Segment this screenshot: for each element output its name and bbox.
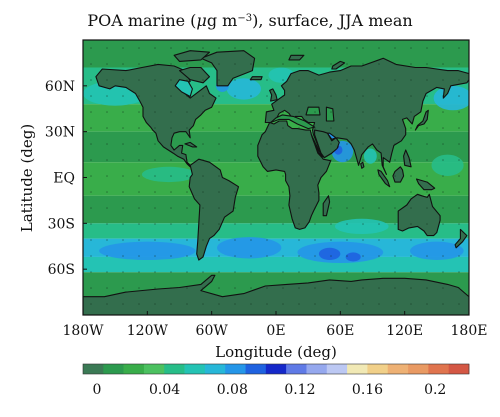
colorbar-swatch xyxy=(265,364,287,374)
colorbar-swatch xyxy=(286,364,307,374)
y-tick-label: 30S xyxy=(48,216,75,232)
x-tick-label: 120W xyxy=(127,323,169,339)
colorbar-swatch xyxy=(123,364,145,374)
colorbar-swatch xyxy=(103,364,124,374)
map-area xyxy=(83,40,469,315)
y-tick-label: EQ xyxy=(53,171,75,187)
colorbar-swatch xyxy=(326,364,348,374)
colorbar-swatch xyxy=(83,364,104,374)
x-tick-label: 120E xyxy=(386,323,423,339)
colorbar-swatch xyxy=(367,364,389,374)
colorbar-swatch xyxy=(225,364,246,374)
colorbar-tick-labels: 0 0.04 0.08 0.12 0.16 0.2 xyxy=(93,382,447,398)
x-tick-label: 60W xyxy=(196,323,229,339)
colorbar-tick-label: 0.2 xyxy=(424,382,446,398)
x-tick-label: 180W xyxy=(62,323,104,339)
colorbar-frame xyxy=(82,363,470,375)
colorbar-swatch xyxy=(306,364,328,374)
chart-title: POA marine (μg m−3), surface, JJA mean xyxy=(87,11,412,30)
colorbar-swatch xyxy=(164,364,185,374)
colorbar-tick-label: 0.04 xyxy=(149,382,180,398)
colorbar-swatch xyxy=(184,364,206,374)
y-axis-label: Latitude (deg) xyxy=(18,124,36,232)
x-axis-label: Longitude (deg) xyxy=(215,343,337,361)
colorbar-tick-label: 0.08 xyxy=(217,382,248,398)
x-tick-labels: 180W 120W 60W 0E 60E 120E 180E xyxy=(62,311,487,339)
colorbar-swatch xyxy=(387,364,409,374)
y-tick-label: 60S xyxy=(48,262,75,278)
colorbar-swatch xyxy=(245,364,267,374)
x-tick-label: 180E xyxy=(451,323,488,339)
x-tick-label: 0E xyxy=(266,323,285,339)
colorbar-swatch xyxy=(143,364,165,374)
x-tick-label: 60E xyxy=(326,323,354,339)
colorbar-swatch xyxy=(347,364,368,374)
colorbar-swatch xyxy=(204,364,226,374)
y-tick-label: 30N xyxy=(45,125,75,141)
colorbar-swatch xyxy=(448,364,470,374)
y-tick-labels: 60N 30N EQ 30S 60S xyxy=(45,79,87,278)
colorbar xyxy=(82,363,470,375)
dot-grid xyxy=(83,40,469,315)
y-tick-label: 60N xyxy=(45,79,75,95)
colorbar-tick-label: 0.12 xyxy=(284,382,315,398)
colorbar-swatch xyxy=(408,364,429,374)
colorbar-swatch xyxy=(428,364,449,374)
colorbar-tick-label: 0 xyxy=(93,382,102,398)
colorbar-tick-label: 0.16 xyxy=(352,382,383,398)
